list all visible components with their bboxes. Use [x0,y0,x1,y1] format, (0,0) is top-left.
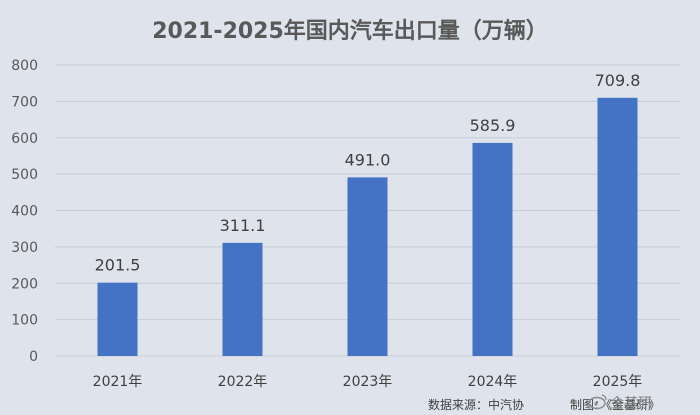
weibo-icon [588,394,607,410]
data-label: 201.5 [95,256,141,275]
y-tick-label: 700 [11,94,38,110]
x-tick-label: 2022年 [218,374,268,390]
x-tick-label: 2024年 [468,374,518,390]
y-tick-label: 600 [11,131,38,147]
x-tick-label: 2025年 [593,374,643,390]
bar-2 [222,242,263,356]
y-axis-ticks: 0 100 200 300 400 500 600 700 800 [11,58,38,365]
y-tick-label: 0 [29,349,38,365]
watermark: 金基研 [588,394,652,412]
y-tick-label: 500 [11,167,38,183]
x-axis-ticks: 2021年 2022年 2023年 2024年 2025年 [93,374,643,390]
bar-4 [472,142,513,356]
bars [97,97,638,357]
y-tick-label: 400 [11,204,38,220]
source-note: 数据来源：中汽协 [428,397,524,412]
data-label: 585.9 [470,116,516,135]
y-tick-label: 800 [11,58,38,74]
bar-3 [347,177,388,356]
y-tick-label: 100 [11,313,38,329]
y-tick-label: 200 [11,276,38,292]
data-labels: 201.5 311.1 491.0 585.9 709.8 [95,71,641,275]
watermark-text: 金基研 [610,395,652,412]
data-label: 709.8 [595,71,641,90]
bar-5 [597,97,638,357]
y-tick-label: 300 [11,240,38,256]
data-label: 311.1 [220,216,266,235]
x-tick-label: 2021年 [93,374,143,390]
x-tick-label: 2023年 [343,374,393,390]
bar-1 [97,282,138,356]
data-label: 491.0 [345,150,391,169]
chart-title: 2021-2025年国内汽车出口量（万辆） [152,18,548,44]
